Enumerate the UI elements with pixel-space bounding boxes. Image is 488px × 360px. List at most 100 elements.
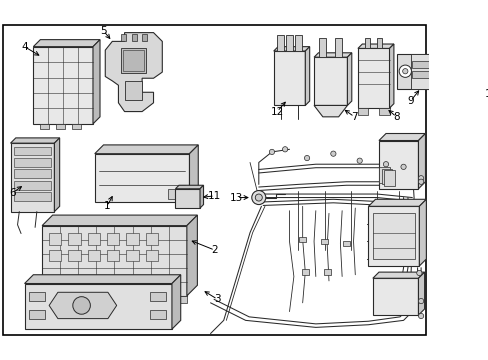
- Bar: [364, 38, 369, 48]
- Bar: [273, 51, 305, 105]
- Bar: [313, 57, 346, 105]
- Bar: [145, 233, 158, 245]
- Bar: [42, 296, 186, 303]
- Bar: [378, 108, 389, 115]
- Polygon shape: [367, 199, 426, 206]
- Circle shape: [282, 147, 287, 152]
- Bar: [121, 48, 145, 73]
- Polygon shape: [389, 44, 393, 108]
- Bar: [453, 69, 474, 82]
- Bar: [381, 168, 391, 184]
- Circle shape: [356, 158, 362, 163]
- Circle shape: [330, 151, 335, 156]
- Circle shape: [418, 176, 423, 181]
- Bar: [372, 213, 414, 259]
- Bar: [376, 38, 382, 48]
- Bar: [29, 292, 44, 301]
- Bar: [121, 34, 126, 41]
- Bar: [126, 233, 138, 245]
- Circle shape: [251, 190, 265, 204]
- Bar: [126, 250, 138, 261]
- Polygon shape: [200, 185, 203, 208]
- Polygon shape: [396, 47, 453, 95]
- Polygon shape: [24, 275, 181, 284]
- Text: 6: 6: [9, 188, 16, 198]
- Bar: [301, 270, 308, 275]
- Text: 5: 5: [100, 26, 106, 36]
- Bar: [29, 310, 44, 319]
- Polygon shape: [93, 40, 100, 124]
- Bar: [14, 192, 51, 201]
- Bar: [319, 38, 325, 57]
- Text: 1: 1: [103, 201, 110, 211]
- Bar: [384, 170, 394, 186]
- Bar: [24, 284, 172, 329]
- Polygon shape: [313, 105, 346, 117]
- Polygon shape: [42, 215, 197, 226]
- Text: 13: 13: [230, 193, 243, 203]
- Circle shape: [418, 313, 423, 319]
- Bar: [411, 61, 436, 68]
- Bar: [142, 34, 147, 41]
- Bar: [367, 206, 419, 266]
- Polygon shape: [11, 138, 60, 143]
- Circle shape: [400, 164, 406, 170]
- Bar: [56, 124, 65, 129]
- Bar: [14, 147, 51, 156]
- Bar: [87, 233, 100, 245]
- Bar: [277, 35, 284, 51]
- Bar: [150, 292, 165, 301]
- Bar: [107, 250, 119, 261]
- Bar: [107, 233, 119, 245]
- Circle shape: [458, 84, 470, 96]
- Circle shape: [255, 194, 262, 201]
- Polygon shape: [189, 145, 198, 202]
- Bar: [175, 189, 200, 208]
- Polygon shape: [418, 272, 424, 315]
- Text: 7: 7: [350, 112, 357, 122]
- Polygon shape: [54, 138, 60, 212]
- Bar: [41, 124, 49, 129]
- Text: 8: 8: [392, 112, 399, 122]
- Bar: [357, 48, 389, 108]
- Text: 9: 9: [407, 96, 413, 106]
- Polygon shape: [175, 185, 203, 189]
- Bar: [285, 35, 292, 51]
- Circle shape: [402, 69, 407, 74]
- Bar: [42, 226, 186, 296]
- Text: 4: 4: [21, 42, 28, 51]
- Bar: [131, 34, 137, 41]
- Text: 11: 11: [208, 191, 221, 201]
- Circle shape: [416, 270, 421, 276]
- Bar: [167, 189, 185, 199]
- Bar: [33, 47, 93, 124]
- Bar: [372, 278, 418, 315]
- Polygon shape: [378, 134, 425, 140]
- Bar: [294, 35, 301, 51]
- Polygon shape: [273, 47, 309, 51]
- Polygon shape: [357, 44, 393, 48]
- Bar: [342, 240, 349, 246]
- Polygon shape: [105, 33, 162, 112]
- Polygon shape: [436, 50, 488, 101]
- Polygon shape: [186, 215, 197, 296]
- Text: 12: 12: [270, 107, 283, 117]
- Bar: [323, 270, 330, 275]
- Polygon shape: [346, 53, 351, 105]
- Circle shape: [418, 179, 423, 184]
- Bar: [378, 140, 418, 189]
- Bar: [299, 237, 305, 242]
- Bar: [14, 170, 51, 178]
- Bar: [378, 167, 389, 183]
- Bar: [334, 38, 342, 57]
- Bar: [321, 239, 327, 244]
- Polygon shape: [95, 145, 198, 154]
- Bar: [124, 81, 142, 100]
- Text: 10: 10: [484, 89, 488, 99]
- Polygon shape: [372, 272, 424, 278]
- Polygon shape: [313, 53, 351, 57]
- Circle shape: [73, 297, 90, 314]
- Polygon shape: [33, 40, 100, 47]
- Polygon shape: [419, 199, 426, 266]
- Bar: [11, 143, 54, 212]
